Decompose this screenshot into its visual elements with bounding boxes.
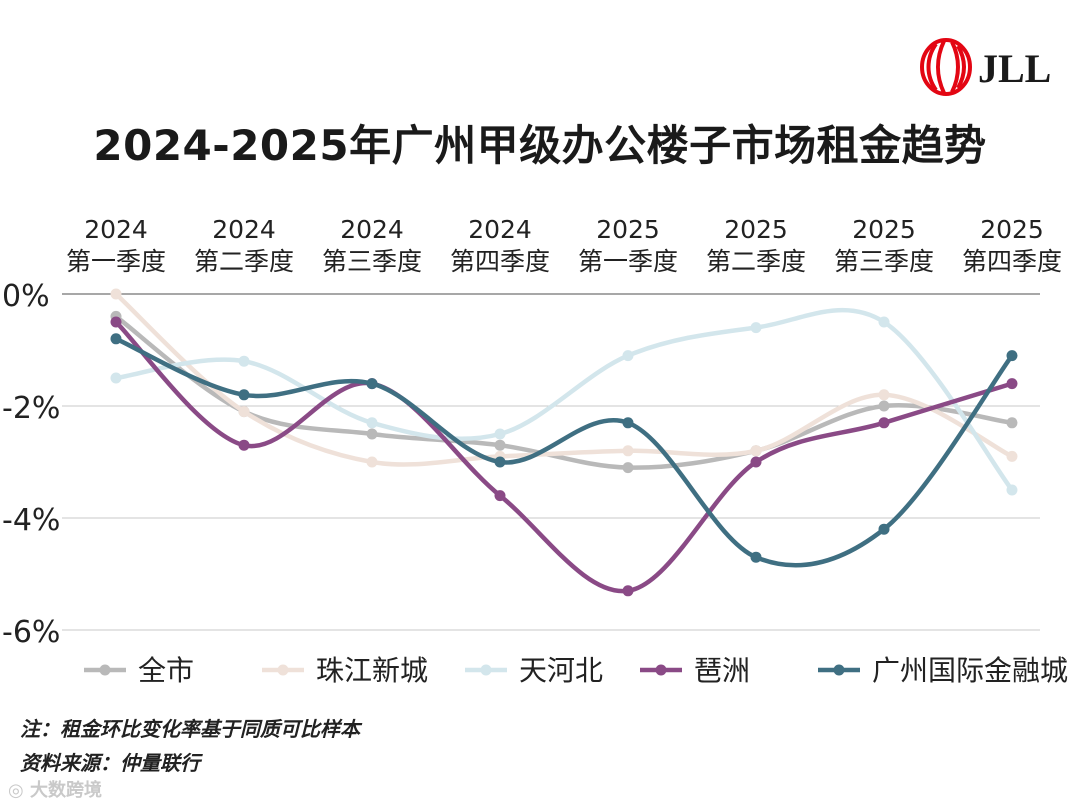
x-tick-quarter: 第一季度	[66, 247, 166, 276]
watermark-icon: ◎	[8, 780, 30, 801]
legend-marker-icon	[277, 664, 289, 676]
legend-label: 全市	[138, 654, 194, 687]
x-tick-year: 2025	[724, 215, 788, 244]
legend-item: 珠江新城	[262, 654, 428, 687]
x-tick-year: 2024	[84, 215, 148, 244]
x-tick-quarter: 第四季度	[962, 247, 1062, 276]
data-point	[622, 445, 634, 457]
footnotes: 注：租金环比变化率基于同质可比样本 资料来源：仲量联行	[20, 712, 360, 780]
data-point	[238, 406, 250, 418]
data-point	[750, 456, 762, 468]
data-point	[494, 456, 506, 468]
legend-marker-icon	[99, 664, 111, 676]
data-point	[238, 389, 250, 401]
x-tick-year: 2024	[212, 215, 276, 244]
x-tick-quarter: 第一季度	[578, 247, 678, 276]
x-tick-year: 2024	[468, 215, 532, 244]
data-point	[366, 417, 378, 429]
note-line: 注：租金环比变化率基于同质可比样本	[20, 717, 360, 741]
data-point	[110, 288, 122, 300]
data-point	[878, 400, 890, 412]
data-point	[110, 333, 122, 345]
series-珠江新城	[110, 288, 1018, 468]
y-tick-label: -6%	[2, 615, 60, 650]
y-tick-label: 0%	[2, 279, 50, 314]
watermark: ◎ 大数跨境	[8, 776, 102, 802]
data-point	[622, 417, 634, 429]
legend-item: 全市	[84, 654, 194, 687]
data-point	[494, 428, 506, 440]
data-point	[110, 316, 122, 328]
data-point	[750, 445, 762, 457]
series-天河北	[110, 307, 1018, 496]
x-tick-year: 2024	[340, 215, 404, 244]
data-point	[366, 428, 378, 440]
legend-item: 广州国际金融城	[818, 654, 1068, 687]
x-tick-quarter: 第四季度	[450, 247, 550, 276]
data-point	[622, 462, 634, 474]
data-point	[238, 355, 250, 367]
data-point	[1006, 350, 1018, 362]
legend-label: 广州国际金融城	[872, 654, 1068, 687]
jll-logo: JLL	[920, 38, 1051, 96]
y-tick-label: -2%	[2, 391, 60, 426]
data-point	[110, 372, 122, 384]
series-广州国际金融城	[110, 333, 1018, 568]
data-point	[878, 417, 890, 429]
data-point	[1006, 378, 1018, 390]
y-tick-label: -4%	[2, 503, 60, 538]
x-tick-quarter: 第三季度	[322, 247, 422, 276]
data-point	[750, 322, 762, 334]
x-tick-quarter: 第二季度	[194, 247, 294, 276]
data-point	[366, 378, 378, 390]
data-point	[750, 551, 762, 563]
watermark-text: 大数跨境	[29, 780, 102, 801]
data-point	[878, 389, 890, 401]
data-point	[494, 490, 506, 502]
series-line	[113, 319, 1015, 594]
x-tick-year: 2025	[852, 215, 916, 244]
line-chart: 0% -2% -4% -6% 2024 第一季度 2024 第二季度 2024 第三季度 2024 第…	[2, 215, 1068, 687]
legend-marker-icon	[480, 664, 492, 676]
jll-logo-mark-icon	[920, 38, 972, 96]
x-tick-year: 2025	[980, 215, 1044, 244]
data-point	[1006, 484, 1018, 496]
x-tick-quarter: 第三季度	[834, 247, 934, 276]
data-point	[878, 523, 890, 535]
data-point	[1006, 450, 1018, 462]
legend-item: 天河北	[465, 654, 603, 687]
data-point	[366, 456, 378, 468]
legend-label: 珠江新城	[316, 654, 428, 687]
data-point	[622, 585, 634, 597]
legend-label: 天河北	[519, 654, 603, 687]
legend-marker-icon	[655, 664, 667, 676]
legend-item: 琶洲	[640, 654, 750, 687]
jll-logo-text: JLL	[978, 46, 1051, 91]
x-tick-quarter: 第二季度	[706, 247, 806, 276]
data-point	[878, 316, 890, 328]
data-point	[238, 439, 250, 451]
chart-title: 2024-2025年广州甲级办公楼子市场租金趋势	[93, 121, 987, 170]
data-point	[622, 350, 634, 362]
x-tick-year: 2025	[596, 215, 660, 244]
legend-marker-icon	[833, 664, 845, 676]
data-point	[1006, 417, 1018, 429]
series-line	[113, 307, 1015, 493]
data-point	[494, 439, 506, 451]
legend-label: 琶洲	[694, 654, 750, 687]
source-line: 资料来源：仲量联行	[20, 751, 200, 775]
